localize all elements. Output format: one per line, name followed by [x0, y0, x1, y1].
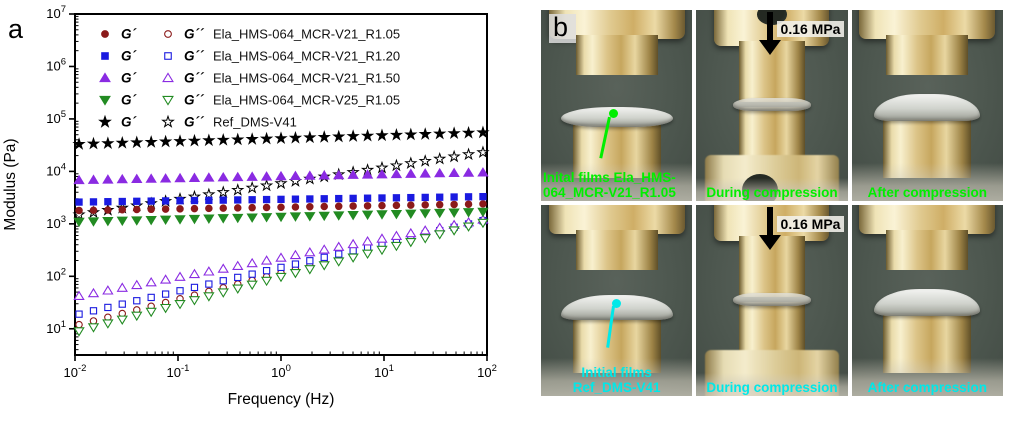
svg-text:G´: G´ — [121, 27, 138, 42]
photo-caption: Initial films Ref_DMS-V41 — [541, 365, 692, 395]
photo-during-r1: 0.16 MPa During compression — [696, 205, 848, 396]
svg-text:Ela_HMS-064_MCR-V21_R1.05: Ela_HMS-064_MCR-V21_R1.05 — [213, 27, 400, 42]
compression-photo-grid: Inital films Ela_HMS- 064_MCR-V21_R1.05 0.… — [541, 10, 1003, 396]
series-g-ela-hms-064-mcr-v21-r1-50 — [73, 167, 489, 185]
svg-text:G´: G´ — [121, 93, 138, 108]
svg-text:106: 106 — [46, 56, 66, 73]
pressure-label: 0.16 MPa — [776, 216, 845, 233]
svg-text:103: 103 — [46, 214, 66, 231]
blurred-base-band — [851, 357, 1003, 396]
photo-caption-line: After compression — [867, 184, 987, 200]
svg-text:Ela_HMS-064_MCR-V25_R1.05: Ela_HMS-064_MCR-V25_R1.05 — [213, 93, 400, 108]
legend: G´ G´´ Ela_HMS-064_MCR-V21_R1.05 G´ G´´ Ela_H… — [98, 27, 400, 130]
pressure-label: 0.16 MPa — [776, 21, 845, 38]
photo-caption: Inital films Ela_HMS- 064_MCR-V21_R1.05 — [541, 170, 692, 200]
svg-text:107: 107 — [46, 4, 66, 21]
modulus-frequency-chart: 10-2 10-1 100 101 102 101 102 103 104 105 106 107 Fr… — [2, 4, 497, 408]
svg-text:Ela_HMS-064_MCR-V21_R1.50: Ela_HMS-064_MCR-V21_R1.50 — [213, 71, 400, 86]
upper-cylinder — [886, 34, 969, 75]
photo-caption-line: Ref_DMS-V41 — [572, 379, 661, 395]
upper-fixture-cap — [548, 205, 685, 234]
compressed-film — [732, 292, 812, 307]
blurred-base-band — [696, 373, 848, 396]
elastomer-film — [874, 94, 981, 121]
elastomer-film — [560, 107, 673, 127]
svg-text:105: 105 — [46, 109, 66, 126]
photo-caption-line: Inital films Ela_HMS- — [543, 169, 676, 185]
svg-text:102: 102 — [46, 266, 66, 283]
upper-cylinder — [886, 229, 969, 270]
force-arrow-shaft — [767, 206, 774, 236]
photo-caption-line: After compression — [867, 379, 987, 395]
svg-text:G´´: G´´ — [184, 71, 205, 86]
blurred-base-band — [696, 178, 848, 201]
blurred-base-band — [851, 162, 1003, 201]
svg-text:104: 104 — [46, 161, 66, 178]
svg-text:G´: G´ — [121, 115, 138, 130]
photo-caption: During compression — [696, 185, 847, 200]
series-g-ref-dms-v41 — [72, 125, 490, 150]
svg-text:101: 101 — [374, 363, 394, 380]
series-g-ela-hms-064-mcr-v21-r1-05 — [75, 200, 487, 215]
film-callout-dot — [609, 109, 619, 119]
panel-b: b Inital films Ela_HMS- 064_MCR-V21_R1.05… — [541, 10, 1003, 396]
elastomer-film — [874, 289, 981, 316]
y-axis-label: Modulus (Pa) — [2, 138, 19, 230]
series-g-ref-dms-v41 — [72, 145, 490, 221]
force-arrow-shaft — [767, 11, 774, 41]
force-arrow-head — [759, 234, 782, 250]
blurred-base-band — [541, 162, 693, 201]
force-arrow-head — [759, 39, 782, 55]
upper-fixture-cap — [859, 10, 996, 39]
svg-text:Ref_DMS-V41: Ref_DMS-V41 — [213, 115, 297, 130]
svg-text:101: 101 — [46, 319, 66, 336]
photo-caption: After compression — [852, 380, 1003, 395]
panel-b-label: b — [549, 14, 577, 43]
svg-text:G´´: G´´ — [184, 27, 205, 42]
upper-cylinder — [575, 34, 658, 75]
svg-text:G´: G´ — [121, 49, 138, 64]
lower-cylinder — [738, 302, 806, 354]
photo-caption-line: Initial films — [581, 364, 652, 380]
panel-a-label: a — [8, 14, 24, 44]
lower-cylinder — [738, 107, 806, 159]
svg-text:G´´: G´´ — [184, 49, 205, 64]
photo-caption: During compression — [696, 380, 847, 395]
series-g-ela-hms-064-mcr-v25-r1-05 — [73, 207, 489, 228]
svg-text:G´´: G´´ — [184, 115, 205, 130]
svg-text:100: 100 — [271, 363, 291, 380]
series-g-ela-hms-064-mcr-v21-r1-20 — [75, 192, 487, 206]
svg-text:10-1: 10-1 — [167, 363, 190, 380]
photo-caption-line: During compression — [706, 379, 838, 395]
upper-cylinder — [575, 229, 658, 270]
svg-text:10-2: 10-2 — [64, 363, 87, 380]
blurred-base-band — [541, 357, 693, 396]
svg-text:102: 102 — [477, 363, 497, 380]
series-g-ela-hms-064-mcr-v25-r1-05 — [73, 218, 489, 337]
film-callout-dot — [612, 298, 622, 308]
photo-caption-line: 064_MCR-V21_R1.05 — [543, 184, 676, 200]
svg-text:Ela_HMS-064_MCR-V21_R1.20: Ela_HMS-064_MCR-V21_R1.20 — [213, 49, 400, 64]
photo-after-r0: After compression — [851, 10, 1003, 201]
series-g-ela-hms-064-mcr-v21-r1-50 — [73, 214, 489, 301]
photo-initial-r1: Initial films Ref_DMS-V41 — [541, 205, 693, 396]
photo-caption-line: During compression — [706, 184, 838, 200]
svg-text:G´: G´ — [121, 71, 138, 86]
photo-after-r1: After compression — [851, 205, 1003, 396]
panel-a: a 10-2 10-1 100 101 102 101 102 103 104 105 106 107… — [2, 4, 497, 408]
upper-fixture-cap — [859, 205, 996, 234]
x-axis-label: Frequency (Hz) — [228, 391, 335, 408]
photo-caption: After compression — [852, 185, 1003, 200]
photo-during-r0: 0.16 MPa During compression — [696, 10, 848, 201]
compressed-film — [732, 97, 812, 112]
svg-text:G´´: G´´ — [184, 93, 205, 108]
